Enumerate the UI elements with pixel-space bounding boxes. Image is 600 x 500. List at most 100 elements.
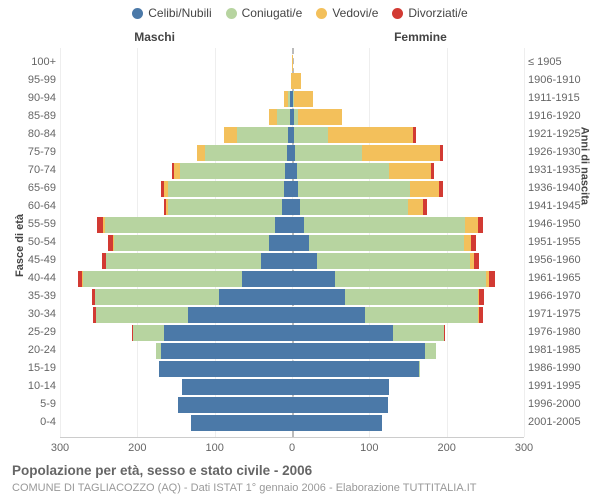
bar-male xyxy=(269,109,292,125)
y-age-label: 85-89 xyxy=(0,110,56,122)
pyramid-row xyxy=(60,91,524,107)
pyramid-row xyxy=(60,163,524,179)
segment xyxy=(292,379,389,395)
pyramid-row xyxy=(60,253,524,269)
y-year-label: 1931-1935 xyxy=(528,164,600,176)
y-age-label: 75-79 xyxy=(0,146,56,158)
bar-male xyxy=(108,235,292,251)
segment xyxy=(328,127,413,143)
y-year-label: 1976-1980 xyxy=(528,326,600,338)
segment xyxy=(96,307,189,323)
bar-female xyxy=(292,109,342,125)
caption-title: Popolazione per età, sesso e stato civil… xyxy=(12,463,312,478)
segment xyxy=(413,127,416,143)
legend-label: Vedovi/e xyxy=(332,6,378,20)
segment xyxy=(298,109,342,125)
y-year-label: 1986-1990 xyxy=(528,362,600,374)
y-age-label: 15-19 xyxy=(0,362,56,374)
segment xyxy=(393,325,444,341)
segment xyxy=(275,217,292,233)
y-year-label: 1936-1940 xyxy=(528,182,600,194)
bar-male xyxy=(102,253,292,269)
segment xyxy=(471,235,476,251)
x-tick-label: 100 xyxy=(360,442,378,454)
bar-male xyxy=(172,163,292,179)
y-age-label: 65-69 xyxy=(0,182,56,194)
segment xyxy=(292,307,365,323)
segment xyxy=(309,235,464,251)
segment xyxy=(300,199,408,215)
segment xyxy=(478,217,483,233)
segment xyxy=(294,127,327,143)
legend-swatch xyxy=(392,8,403,19)
bar-female xyxy=(292,325,445,341)
segment xyxy=(292,217,304,233)
legend-swatch xyxy=(316,8,327,19)
y-age-label: 45-49 xyxy=(0,254,56,266)
pyramid-row xyxy=(60,181,524,197)
y-age-label: 0-4 xyxy=(0,416,56,428)
segment xyxy=(83,271,242,287)
pyramid-row xyxy=(60,217,524,233)
pyramid-row xyxy=(60,289,524,305)
pyramid-row xyxy=(60,361,524,377)
bar-male xyxy=(156,343,292,359)
bar-female xyxy=(292,163,434,179)
pyramid-row xyxy=(60,343,524,359)
segment xyxy=(297,163,390,179)
bar-female xyxy=(292,379,389,395)
segment xyxy=(365,307,478,323)
y-year-label: 1951-1955 xyxy=(528,236,600,248)
legend-item: Divorziati/e xyxy=(392,6,467,20)
y-year-label: ≤ 1905 xyxy=(528,56,600,68)
y-age-label: 55-59 xyxy=(0,218,56,230)
gridline xyxy=(524,48,525,437)
segment xyxy=(282,199,292,215)
bar-male xyxy=(78,271,292,287)
bar-female xyxy=(292,343,436,359)
segment xyxy=(479,307,483,323)
segment xyxy=(317,253,470,269)
pyramid-row xyxy=(60,55,524,71)
x-tick-label: 200 xyxy=(128,442,146,454)
pyramid-chart: Celibi/NubiliConiugati/eVedovi/eDivorzia… xyxy=(0,0,600,500)
segment xyxy=(224,127,237,143)
segment xyxy=(159,361,292,377)
segment xyxy=(292,343,425,359)
bar-male xyxy=(132,325,292,341)
y-age-label: 100+ xyxy=(0,56,56,68)
y-age-label: 40-44 xyxy=(0,272,56,284)
pyramid-row xyxy=(60,325,524,341)
bar-male xyxy=(178,397,292,413)
segment xyxy=(408,199,423,215)
y-year-label: 1911-1915 xyxy=(528,92,600,104)
legend: Celibi/NubiliConiugati/eVedovi/eDivorzia… xyxy=(0,6,600,20)
y-age-label: 25-29 xyxy=(0,326,56,338)
segment xyxy=(298,181,410,197)
bar-male xyxy=(164,199,292,215)
legend-label: Celibi/Nubili xyxy=(148,6,211,20)
y-age-label: 80-84 xyxy=(0,128,56,140)
legend-item: Celibi/Nubili xyxy=(132,6,211,20)
bar-female xyxy=(292,73,301,89)
y-year-label: 1956-1960 xyxy=(528,254,600,266)
y-age-label: 95-99 xyxy=(0,74,56,86)
bar-female xyxy=(292,199,427,215)
segment xyxy=(269,109,278,125)
segment xyxy=(292,235,309,251)
y-year-label: 1966-1970 xyxy=(528,290,600,302)
pyramid-row xyxy=(60,199,524,215)
segment xyxy=(106,253,261,269)
y-age-label: 70-74 xyxy=(0,164,56,176)
segment xyxy=(423,199,426,215)
segment xyxy=(474,253,479,269)
pyramid-row xyxy=(60,109,524,125)
bar-male xyxy=(92,289,292,305)
y-year-label: 1906-1910 xyxy=(528,74,600,86)
y-year-label: 1981-1985 xyxy=(528,344,600,356)
legend-item: Vedovi/e xyxy=(316,6,378,20)
segment xyxy=(489,271,495,287)
pyramid-row xyxy=(60,73,524,89)
y-age-label: 90-94 xyxy=(0,92,56,104)
bar-female xyxy=(292,397,388,413)
